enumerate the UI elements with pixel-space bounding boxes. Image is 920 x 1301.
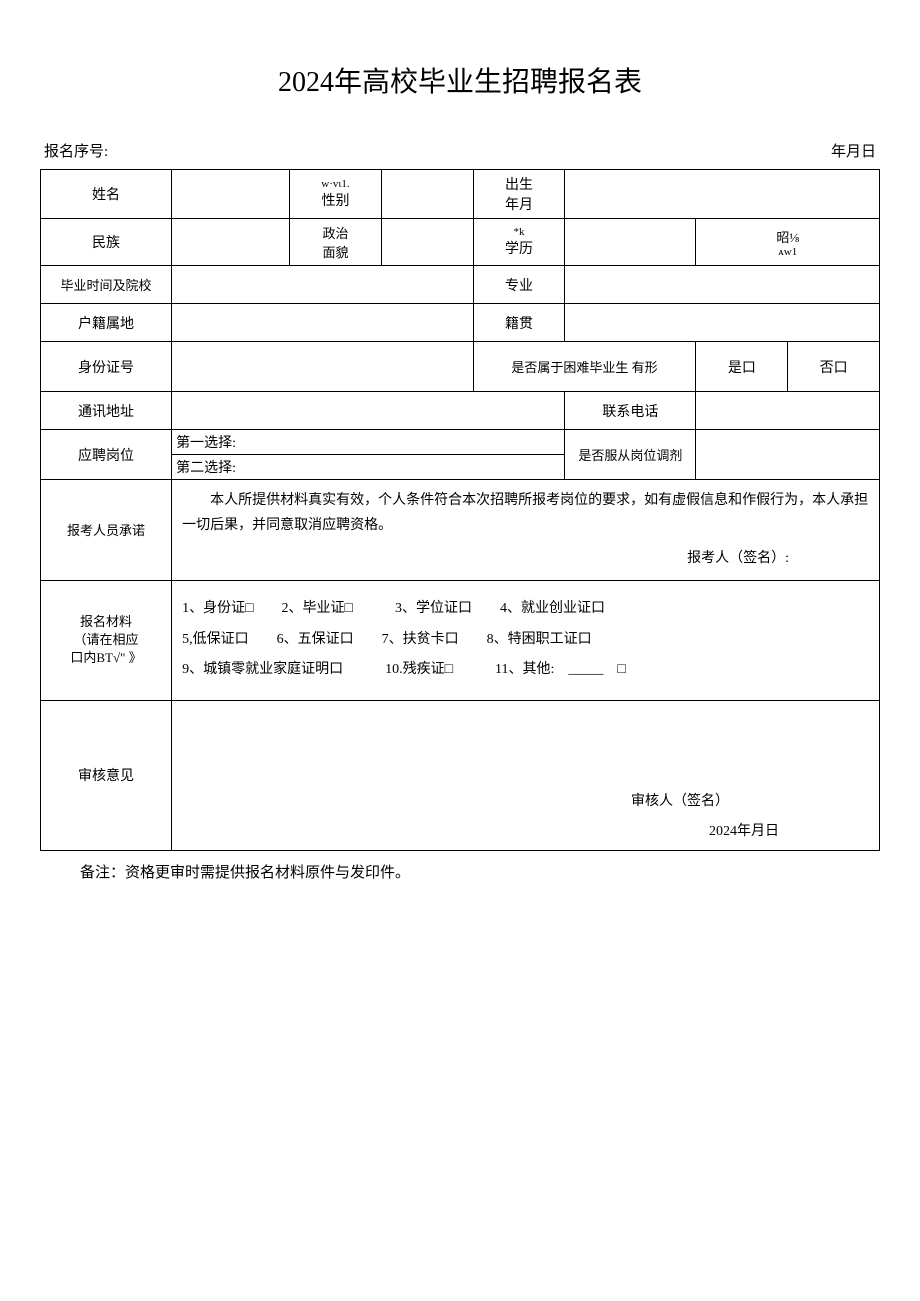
row-position: 应聘岗位 第一选择: 第二选择: 是否服从岗位调剂 [41, 430, 880, 480]
materials-content[interactable]: 1、身份证□ 2、毕业证□ 3、学位证口 4、就业创业证口 5,低保证口 6、五… [172, 580, 880, 700]
residence-label: 户籍属地 [41, 304, 172, 342]
name-field[interactable] [172, 170, 290, 219]
photo-label2: ᴀᴡ1 [702, 246, 873, 258]
yes-checkbox[interactable]: 是口 [696, 342, 788, 392]
edu-label: 学历 [480, 238, 559, 258]
registration-table: 姓名 w·vι1. 性别 出生 年月 民族 政治 面貌 *k 学历 昭⅛ ᴀᴡ1… [40, 169, 880, 851]
footer-note: 备注：资格更审时需提供报名材料原件与发印件。 [40, 861, 880, 882]
major-field[interactable] [565, 266, 880, 304]
row-id: 身份证号 是否属于困难毕业生 有形 是口 否口 [41, 342, 880, 392]
edu-cell: *k 学历 [473, 219, 565, 266]
native-field[interactable] [565, 304, 880, 342]
materials-label: 报名材料 （请在相应 口内BT√" 》 [41, 580, 172, 700]
photo-cell: 昭⅛ ᴀᴡ1 [696, 219, 880, 266]
row-grad: 毕业时间及院校 专业 [41, 266, 880, 304]
grad-label: 毕业时间及院校 [41, 266, 172, 304]
political-label: 政治 面貌 [290, 219, 382, 266]
header-row: 报名序号: 年月日 [40, 140, 880, 161]
pledge-label: 报考人员承诺 [41, 480, 172, 581]
second-choice[interactable]: 第二选择: [172, 455, 564, 479]
pledge-signature: 报考人（签名）: [182, 546, 869, 571]
position-label: 应聘岗位 [41, 430, 172, 480]
address-field[interactable] [172, 392, 565, 430]
id-field[interactable] [172, 342, 474, 392]
id-label: 身份证号 [41, 342, 172, 392]
row-pledge: 报考人员承诺 本人所提供材料真实有效，个人条件符合本次招聘所报考岗位的要求，如有… [41, 480, 880, 581]
residence-field[interactable] [172, 304, 474, 342]
gender-prefix: w·vι1. [296, 178, 375, 190]
address-label: 通讯地址 [41, 392, 172, 430]
row-materials: 报名材料 （请在相应 口内BT√" 》 1、身份证□ 2、毕业证□ 3、学位证口… [41, 580, 880, 700]
page-title: 2024年高校毕业生招聘报名表 [40, 60, 880, 100]
transfer-label: 是否服从岗位调剂 [565, 430, 696, 480]
political-field[interactable] [381, 219, 473, 266]
no-checkbox[interactable]: 否口 [788, 342, 880, 392]
photo-label1: 昭⅛ [702, 227, 873, 246]
ethnic-field[interactable] [172, 219, 290, 266]
birth-label: 出生 年月 [473, 170, 565, 219]
ethnic-label: 民族 [41, 219, 172, 266]
date-label: 年月日 [831, 140, 876, 161]
row-residence: 户籍属地 籍贯 [41, 304, 880, 342]
gender-cell: w·vι1. 性别 [290, 170, 382, 219]
row-address: 通讯地址 联系电话 [41, 392, 880, 430]
review-label: 审核意见 [41, 700, 172, 850]
edu-field[interactable] [565, 219, 696, 266]
position-choices: 第一选择: 第二选择: [172, 430, 565, 480]
edu-marker: *k [480, 226, 559, 238]
review-content: 审核人（签名） 2024年月日 [172, 700, 880, 850]
birth-field[interactable] [565, 170, 880, 219]
pledge-content: 本人所提供材料真实有效，个人条件符合本次招聘所报考岗位的要求，如有虚假信息和作假… [172, 480, 880, 581]
grad-field[interactable] [172, 266, 474, 304]
native-label: 籍贯 [473, 304, 565, 342]
serial-label: 报名序号: [44, 140, 108, 161]
phone-field[interactable] [696, 392, 880, 430]
review-signature: 审核人（签名） [631, 790, 729, 810]
gender-field[interactable] [381, 170, 473, 219]
review-date: 2024年月日 [709, 820, 779, 840]
row-review: 审核意见 审核人（签名） 2024年月日 [41, 700, 880, 850]
name-label: 姓名 [41, 170, 172, 219]
gender-label: 性别 [296, 190, 375, 210]
phone-label: 联系电话 [565, 392, 696, 430]
pledge-text: 本人所提供材料真实有效，个人条件符合本次招聘所报考岗位的要求，如有虚假信息和作假… [182, 488, 869, 538]
row-ethnic: 民族 政治 面貌 *k 学历 昭⅛ ᴀᴡ1 [41, 219, 880, 266]
major-label: 专业 [473, 266, 565, 304]
difficulty-label: 是否属于困难毕业生 有形 [473, 342, 696, 392]
row-name: 姓名 w·vι1. 性别 出生 年月 [41, 170, 880, 219]
first-choice[interactable]: 第一选择: [172, 430, 564, 455]
transfer-field[interactable] [696, 430, 880, 480]
